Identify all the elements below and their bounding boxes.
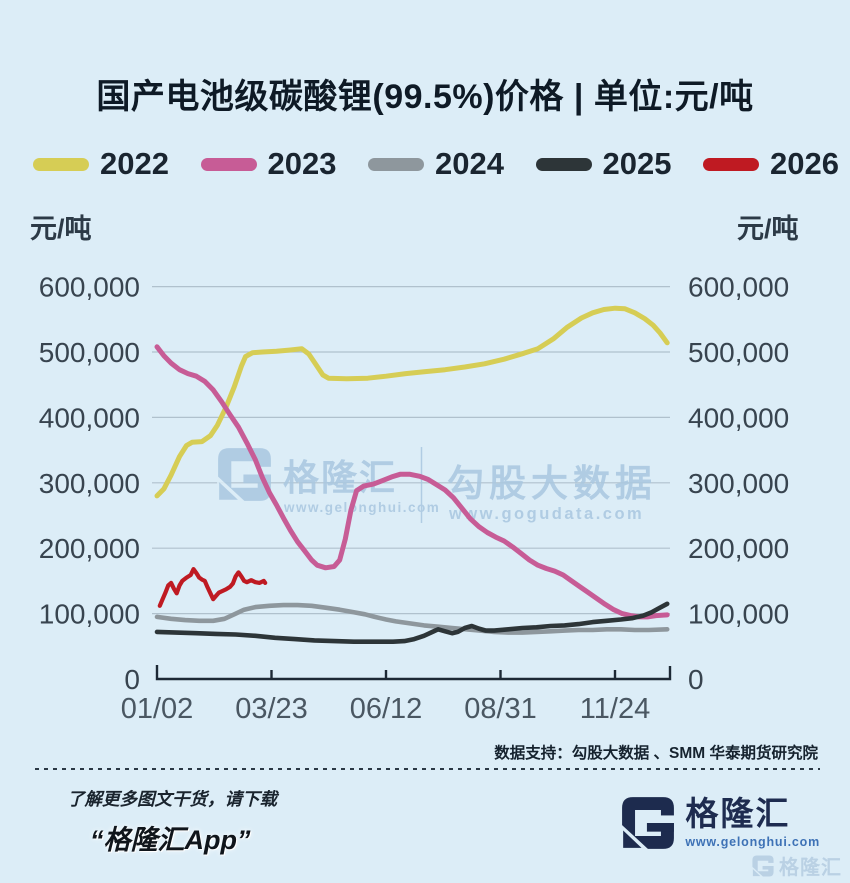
legend-swatch-2025 [535,157,592,171]
series-line-2026 [157,566,268,608]
center-watermark: 格隆汇 www.gelonghui.com 勾股大数据www.gogudata.co… [217,447,657,523]
svg-text:06/12: 06/12 [350,693,423,725]
legend-swatch-2022 [33,157,89,171]
svg-text:500,000: 500,000 [39,337,140,368]
chart-legend: 2022 2023 2024 2025 2026 [33,146,839,182]
svg-text:元/吨: 元/吨 [737,214,799,244]
svg-text:03/23: 03/23 [235,693,308,725]
axis-labels: 元/吨 元/吨 600,000 600,000 500,000 500,000 400,00… [30,214,799,725]
x-axis [155,665,672,681]
legend-item-2023: 2023 [200,146,337,182]
svg-text:300,000: 300,000 [39,468,140,499]
data-series [154,305,670,645]
legend-item-2025: 2025 [535,146,672,182]
svg-text:勾股大数据: 勾股大数据 [447,463,657,504]
series-line-2022 [154,305,670,499]
legend-swatch-2026 [703,157,759,171]
gelonghui-logo: 格隆汇 www.gelonghui.com [621,796,820,850]
svg-text:400,000: 400,000 [688,402,789,433]
svg-text:200,000: 200,000 [688,533,789,564]
gelonghui-g-icon [621,796,675,850]
svg-text:600,000: 600,000 [39,272,140,303]
svg-text:01/02: 01/02 [121,693,194,725]
legend-swatch-2024 [368,157,424,171]
svg-text:100,000: 100,000 [688,599,789,630]
legend-swatch-2023 [200,157,257,171]
corner-watermark-label: 格隆汇 [779,857,842,879]
legend-label: 2025 [602,146,672,181]
legend-label: 2024 [435,146,504,181]
svg-text:www.gogudata.com: www.gogudata.com [448,505,644,523]
app-name-quote: “格隆汇App” [90,825,251,855]
svg-text:200,000: 200,000 [39,533,140,564]
series-line-2025 [154,601,670,645]
brand-url: www.gelonghui.com [685,835,820,849]
legend-label: 2026 [770,146,839,181]
svg-text:08/31: 08/31 [464,693,537,725]
legend-item-2022: 2022 [33,146,169,182]
promo-text: 了解更多图文干货，请下载 [67,789,277,809]
svg-text:300,000: 300,000 [688,468,789,499]
corner-g-icon [752,855,774,877]
series-line-2023 [154,344,670,620]
brand-text-block: 格隆汇 www.gelonghui.com [685,795,820,850]
legend-item-2026: 2026 [703,146,839,182]
legend-item-2024: 2024 [368,146,504,182]
series-line-2024 [154,602,670,635]
svg-text:元/吨: 元/吨 [30,214,92,244]
data-support-note: 数据支持：勾股大数据 、SMM 华泰期货研究院 [494,745,818,762]
dashed-divider [35,768,820,770]
svg-text:11/24: 11/24 [580,693,650,725]
page-title: 国产电池级碳酸锂(99.5%)价格 | 单位:元/吨 [96,77,754,116]
svg-text:100,000: 100,000 [39,599,140,630]
brand-name: 格隆汇 [685,795,791,832]
legend-label: 2023 [267,146,337,181]
legend-label: 2022 [100,146,169,181]
svg-text:格隆汇: 格隆汇 [283,457,397,498]
svg-text:400,000: 400,000 [39,402,140,433]
price-chart: 格隆汇 www.gelonghui.com 勾股大数据www.gogudata.co… [30,214,799,725]
corner-watermark: 格隆汇 [752,851,842,880]
svg-text:0: 0 [688,664,704,695]
svg-text:500,000: 500,000 [688,337,789,368]
svg-text:600,000: 600,000 [688,272,789,303]
svg-text:0: 0 [124,664,140,695]
svg-text:www.gelonghui.com: www.gelonghui.com [283,500,440,515]
